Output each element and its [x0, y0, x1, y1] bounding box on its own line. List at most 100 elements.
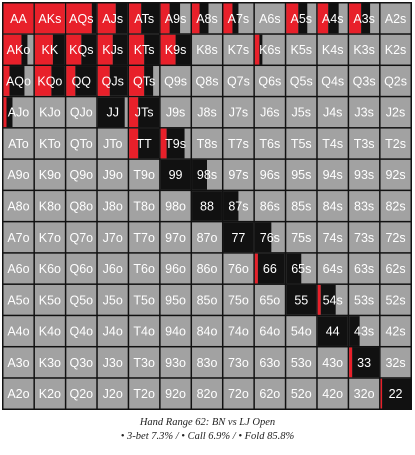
hand-label: 77 — [231, 231, 245, 245]
hand-cell-A6o: A6o — [3, 253, 34, 284]
hand-label: J8s — [197, 106, 216, 120]
hand-label: 44 — [326, 325, 340, 339]
fold-fill — [129, 378, 160, 409]
hand-label: Q5o — [69, 293, 93, 307]
hand-cell-97o: 97o — [160, 222, 191, 253]
hand-label: TT — [137, 137, 153, 151]
hand-cell-J9o: J9o — [97, 159, 128, 190]
hand-cell-87s: 87s — [223, 191, 254, 221]
fold-fill — [66, 222, 97, 253]
hand-label: KQs — [69, 43, 93, 57]
call-fill — [352, 347, 380, 378]
hand-label: 92s — [385, 168, 405, 182]
three-bet-fill — [3, 66, 10, 96]
hand-cell-83o: 83o — [192, 347, 222, 378]
fold-fill — [317, 34, 348, 65]
fold-fill — [66, 191, 97, 221]
hand-cell-63o: 63o — [254, 347, 285, 378]
three-bet-fill — [34, 3, 65, 34]
hand-cell-55: 55 — [286, 284, 317, 315]
hand-cell-Q5o: Q5o — [66, 284, 97, 315]
fold-fill — [192, 284, 222, 315]
hand-cell-86s: 86s — [254, 191, 285, 221]
hand-label: 98o — [165, 200, 186, 214]
call-fill — [199, 3, 209, 34]
call-fill — [52, 34, 65, 65]
hand-label: 95s — [291, 168, 311, 182]
hand-label: J4s — [323, 106, 342, 120]
hand-cell-54o: 54o — [286, 316, 317, 346]
hand-cell-T9s: T9s — [160, 128, 191, 159]
hand-cell-A4s: A4s — [317, 3, 348, 34]
hand-cell-99: 99 — [160, 159, 191, 190]
call-fill — [166, 128, 185, 159]
hand-label: 95o — [165, 293, 186, 307]
hand-cell-J6s: J6s — [254, 97, 285, 128]
hand-label: K6s — [259, 43, 281, 57]
hand-cell-Q8s: Q8s — [192, 66, 222, 96]
fold-fill — [3, 159, 34, 190]
hand-cell-J2s: J2s — [380, 97, 411, 128]
hand-label: QQ — [72, 74, 92, 88]
hand-label: QJo — [70, 106, 93, 120]
call-fill — [382, 378, 411, 409]
call-fill — [298, 3, 308, 34]
three-bet-fill — [66, 34, 82, 65]
fold-fill — [129, 253, 160, 284]
three-bet-fill — [223, 3, 233, 34]
hand-cell-A8o: A8o — [3, 191, 34, 221]
fold-fill — [317, 191, 348, 221]
call-fill — [138, 97, 160, 128]
hand-label: 82o — [197, 387, 218, 401]
hand-cell-T2o: T2o — [129, 378, 160, 409]
hand-cell-AQo: AQo — [3, 66, 34, 96]
hand-cell-T4o: T4o — [129, 316, 160, 346]
hand-label: A5o — [7, 293, 29, 307]
fold-fill — [66, 97, 97, 128]
three-bet-fill — [34, 66, 52, 96]
hand-label: A3o — [7, 356, 29, 370]
fold-fill — [34, 316, 65, 346]
hand-cell-Q9s: Q9s — [160, 66, 191, 96]
three-bet-fill — [129, 34, 145, 65]
hand-label: K3o — [39, 356, 61, 370]
fold-fill — [317, 378, 348, 409]
hand-label: T3o — [133, 356, 155, 370]
hand-cell-K7o: K7o — [34, 222, 65, 253]
hand-label: T4o — [133, 325, 155, 339]
hand-cell-A3s: A3s — [349, 3, 380, 34]
hand-label: 43s — [354, 325, 374, 339]
hand-cell-82s: 82s — [380, 191, 411, 221]
hand-label: A9o — [7, 168, 29, 182]
hand-cell-A4o: A4o — [3, 316, 34, 346]
hand-label: 54s — [323, 293, 343, 307]
fold-fill — [160, 66, 191, 96]
three-bet-fill — [317, 3, 329, 34]
hand-label: T6o — [133, 262, 155, 276]
fold-fill — [66, 159, 97, 190]
hand-label: K8o — [39, 200, 61, 214]
three-bet-fill — [66, 3, 92, 34]
fold-fill — [349, 191, 380, 221]
fold-fill — [160, 97, 191, 128]
hand-cell-75s: 75s — [286, 222, 317, 253]
hand-cell-88: 88 — [192, 191, 222, 221]
fold-fill — [66, 128, 97, 159]
hand-cell-QJo: QJo — [66, 97, 97, 128]
hand-label: 22 — [389, 387, 403, 401]
hand-label: QTs — [133, 74, 155, 88]
hand-label: 87s — [228, 200, 248, 214]
hand-label: QJs — [102, 74, 124, 88]
three-bet-fill — [160, 3, 170, 34]
fold-fill — [66, 347, 97, 378]
hand-cell-KQo: KQo — [34, 66, 65, 96]
hand-label: 53s — [354, 293, 374, 307]
hand-cell-82o: 82o — [192, 378, 222, 409]
fold-fill — [66, 284, 97, 315]
hand-cell-J3s: J3s — [349, 97, 380, 128]
hand-cell-T7o: T7o — [129, 222, 160, 253]
call-fill — [286, 284, 317, 315]
hand-cell-KTs: KTs — [129, 34, 160, 65]
hand-label: 55 — [294, 293, 308, 307]
hand-label: ATo — [8, 137, 29, 151]
